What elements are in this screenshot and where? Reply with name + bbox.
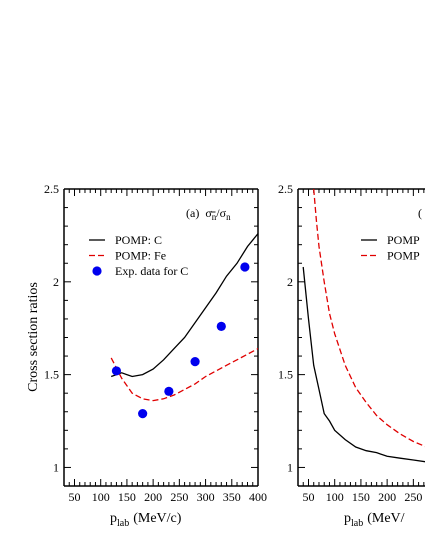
data-point bbox=[240, 262, 250, 272]
x-axis-title: plab (MeV/ bbox=[344, 511, 405, 529]
y-tick-label: 1 bbox=[287, 460, 293, 474]
x-axis-title-sub: lab bbox=[351, 518, 363, 529]
y-axis-title: Cross section ratios bbox=[26, 282, 41, 392]
x-tick-label: 150 bbox=[352, 490, 370, 504]
y-tick-label: 1.5 bbox=[278, 368, 293, 382]
x-axis-title-sub: lab bbox=[117, 518, 129, 529]
x-tick-label: 200 bbox=[378, 490, 396, 504]
x-axis-title: plab (MeV/c) bbox=[110, 511, 182, 529]
legend-label: POMP bbox=[387, 249, 420, 263]
x-tick-label: 250 bbox=[404, 490, 422, 504]
panel-title-sigma2: σ bbox=[220, 206, 227, 220]
legend: POMP POMP bbox=[361, 233, 420, 263]
x-tick-label: 200 bbox=[144, 490, 162, 504]
x-tick-label: 50 bbox=[302, 490, 314, 504]
series-line-solid bbox=[302, 266, 425, 463]
panel-title-slash: / bbox=[216, 206, 220, 220]
data-point bbox=[111, 366, 122, 376]
panel-title-sigma: σ bbox=[205, 206, 212, 220]
x-axis-title-main: p bbox=[110, 511, 117, 526]
x-axis-title-unit: (MeV/c) bbox=[133, 511, 182, 526]
data-point bbox=[190, 357, 200, 367]
panel-title-sub1: n bbox=[212, 212, 217, 222]
panel-title-sub2: n bbox=[226, 212, 231, 222]
panel-label: ( bbox=[418, 206, 422, 220]
y-tick-label: 1.5 bbox=[44, 368, 59, 382]
panel-title: (a) σn/σn bbox=[186, 206, 231, 222]
series-line-dashed bbox=[110, 348, 258, 402]
x-tick-label: 350 bbox=[223, 490, 241, 504]
x-tick-label: 250 bbox=[170, 490, 188, 504]
legend-label: POMP: C bbox=[115, 233, 162, 247]
y-tick-label: 2.5 bbox=[44, 182, 59, 196]
data-point bbox=[216, 321, 226, 331]
data-point bbox=[138, 409, 148, 419]
legend-label: POMP bbox=[387, 233, 420, 247]
plot-area bbox=[302, 189, 425, 463]
x-tick-label: 400 bbox=[249, 490, 267, 504]
x-axis-title-main: p bbox=[344, 511, 351, 526]
x-axis-title-unit: (MeV/ bbox=[367, 511, 404, 526]
data-point bbox=[164, 386, 174, 396]
legend-marker bbox=[92, 266, 102, 276]
y-tick-label: 1 bbox=[53, 460, 59, 474]
x-tick-label: 50 bbox=[68, 490, 80, 504]
panel-label: (a) bbox=[186, 206, 199, 220]
x-tick-label: 100 bbox=[92, 490, 110, 504]
x-tick-label: 150 bbox=[118, 490, 136, 504]
legend-label: POMP: Fe bbox=[115, 249, 166, 263]
plot-area bbox=[110, 233, 258, 419]
x-tick-label: 300 bbox=[197, 490, 215, 504]
y-tick-label: 2 bbox=[287, 275, 293, 289]
legend-label: Exp. data for C bbox=[115, 264, 188, 278]
series-line-solid bbox=[110, 233, 258, 378]
panel-a: 50 100 150 200 250 300 350 400 1 1.5 2 2.5 plab (MeV/… bbox=[26, 182, 267, 529]
y-tick-label: 2.5 bbox=[278, 182, 293, 196]
series-line-dashed bbox=[313, 189, 425, 448]
y-tick-label: 2 bbox=[53, 275, 59, 289]
panel-b: 50 100 150 200 250 1 1.5 2 2.5 plab (MeV/ ( POMP POMP bbox=[278, 182, 425, 529]
x-tick-label: 100 bbox=[326, 490, 344, 504]
